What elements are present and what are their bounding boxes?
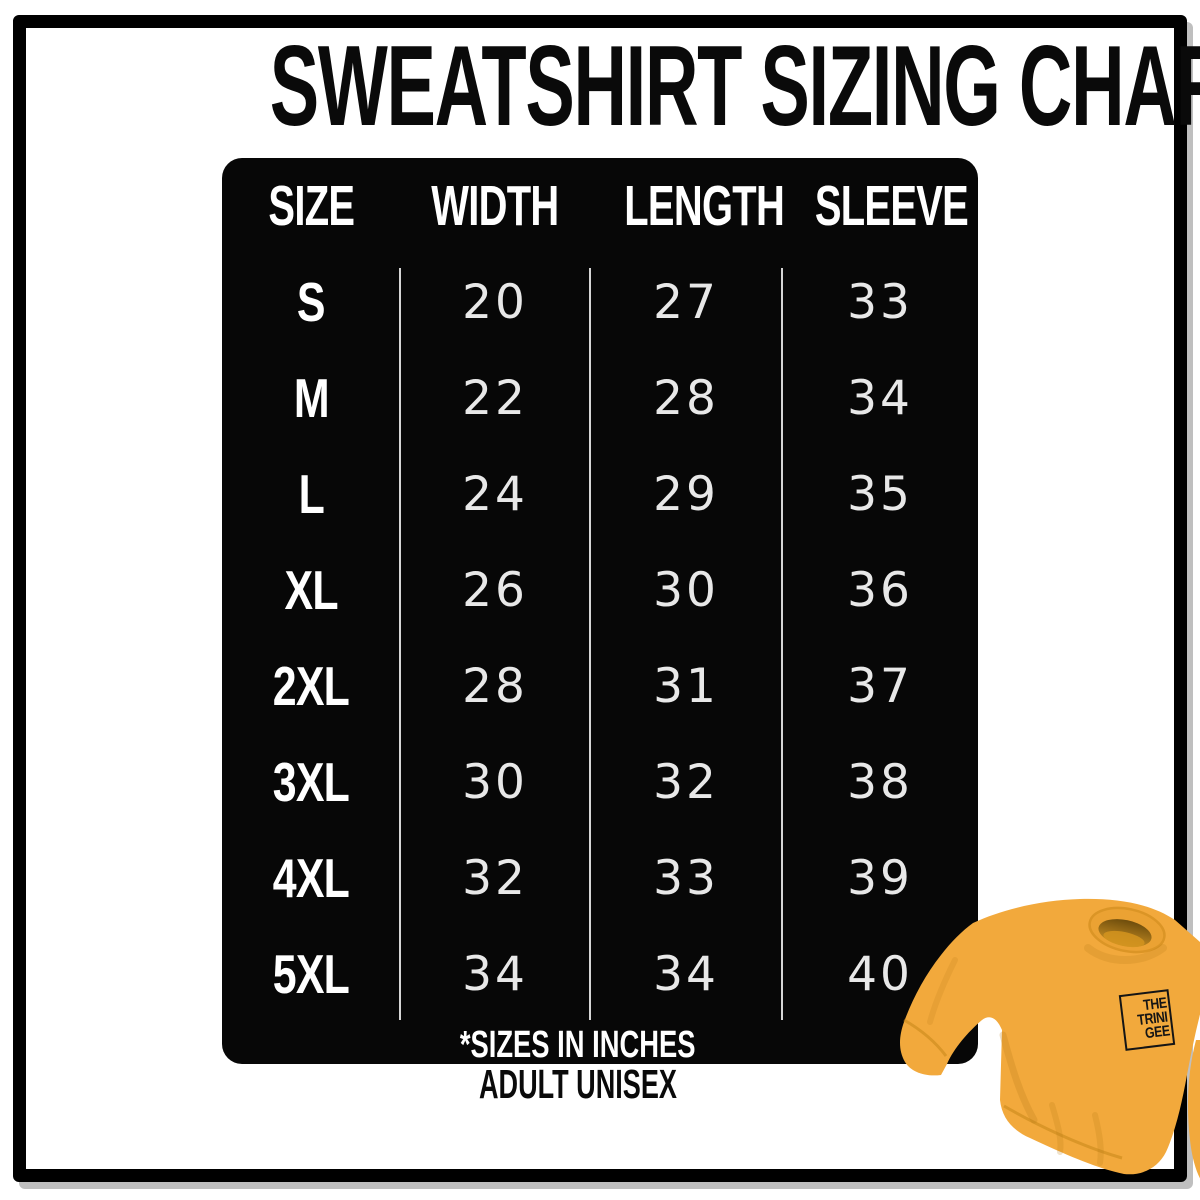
table-row: L 24 29 35 (222, 446, 978, 542)
sleeve-value: 36 (847, 562, 913, 618)
width-value: 28 (462, 658, 528, 714)
sleeve-value: 33 (847, 274, 913, 330)
column-header-sleeve: SLEEVE (814, 173, 969, 238)
table-row: 3XL 30 32 38 (222, 734, 978, 830)
table-row: 4XL 32 33 39 (222, 830, 978, 926)
length-value: 32 (653, 754, 719, 810)
width-value: 32 (462, 850, 528, 906)
size-label: 4XL (272, 846, 350, 909)
size-label: 5XL (272, 942, 350, 1005)
column-divider (399, 268, 401, 1020)
size-label: 2XL (272, 654, 350, 717)
table-row: 2XL 28 31 37 (222, 638, 978, 734)
table-row: XL 26 30 36 (222, 542, 978, 638)
table-row: S 20 27 33 (222, 254, 978, 350)
length-value: 34 (653, 946, 719, 1002)
size-label: S (297, 270, 326, 333)
size-label: XL (284, 558, 338, 621)
sweatshirt-right-sleeve (1188, 1040, 1200, 1179)
sleeve-crease (927, 957, 958, 1025)
fold-shadow (999, 1031, 1038, 1124)
page-title: SWEATSHIRT SIZING CHART (0, 30, 1200, 144)
hem-seam (1003, 1104, 1123, 1160)
sleeve-value: 35 (847, 466, 913, 522)
trini-gee-logo: THE TRINI GEE (1118, 989, 1176, 1051)
sweatshirt-back-collar (1103, 930, 1145, 948)
column-header-width: WIDTH (431, 173, 559, 238)
size-table-panel: SIZE WIDTH LENGTH SLEEVE S 20 27 33 M 22… (222, 158, 978, 1064)
width-value: 22 (462, 370, 528, 426)
table-body: S 20 27 33 M 22 28 34 L 24 29 35 XL 26 3… (222, 254, 978, 1022)
collar-shadow (1084, 944, 1167, 964)
size-label: M (293, 366, 330, 429)
length-value: 33 (653, 850, 719, 906)
table-row: 5XL 34 34 40 (222, 926, 978, 1022)
border-frame (13, 15, 1187, 1182)
length-value: 31 (653, 658, 719, 714)
fold-shadow (1049, 1102, 1064, 1155)
fold-shadow (1092, 1112, 1104, 1166)
page-title-text: SWEATSHIRT SIZING CHART (269, 23, 1200, 150)
sleeve-value: 40 (847, 946, 913, 1002)
width-value: 26 (462, 562, 528, 618)
column-header-size: SIZE (268, 173, 355, 238)
table-row: M 22 28 34 (222, 350, 978, 446)
column-divider (589, 268, 591, 1020)
sleeve-value: 34 (847, 370, 913, 426)
width-value: 24 (462, 466, 528, 522)
sleeve-value: 39 (847, 850, 913, 906)
sleeve-value: 38 (847, 754, 913, 810)
fit-note: ADULT UNISEX (479, 1061, 677, 1107)
cuff-seam (903, 1018, 948, 1057)
size-label: 3XL (272, 750, 350, 813)
column-divider (781, 268, 783, 1020)
size-label: L (298, 462, 324, 525)
units-note: *SIZES IN INCHES (460, 1024, 696, 1066)
table-header-row: SIZE WIDTH LENGTH SLEEVE (222, 158, 978, 254)
width-value: 20 (462, 274, 528, 330)
sweatshirt-body (900, 898, 1200, 1175)
sweatshirt-image (900, 898, 1200, 1179)
width-value: 34 (462, 946, 528, 1002)
column-header-length: LENGTH (624, 173, 785, 238)
length-value: 29 (653, 466, 719, 522)
length-value: 28 (653, 370, 719, 426)
width-value: 30 (462, 754, 528, 810)
length-value: 27 (653, 274, 719, 330)
length-value: 30 (653, 562, 719, 618)
logo-line-3: GEE (1143, 1022, 1171, 1043)
sleeve-value: 37 (847, 658, 913, 714)
